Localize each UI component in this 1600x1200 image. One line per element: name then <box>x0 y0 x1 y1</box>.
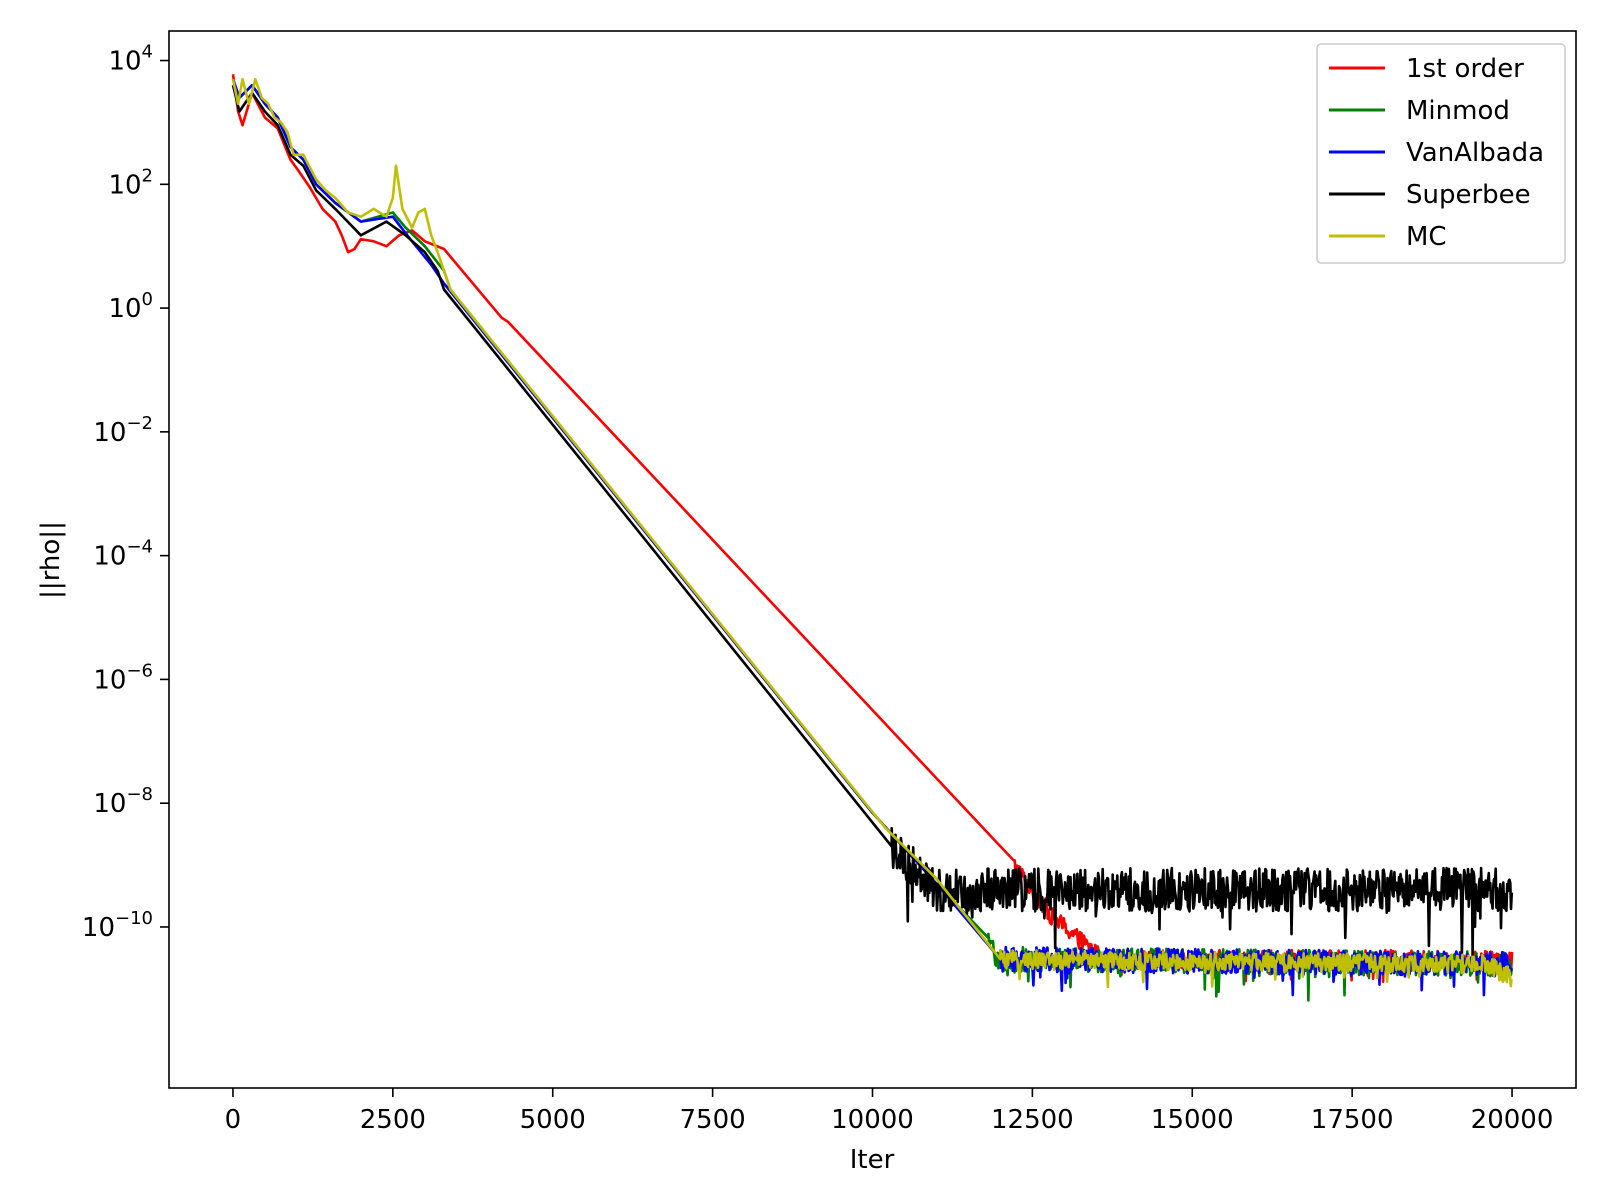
x-tick-label: 10000 <box>831 1105 914 1135</box>
series-line-superbee <box>231 84 1514 956</box>
y-tick-exponent: −2 <box>126 413 153 434</box>
y-tick-exponent: −4 <box>126 537 153 558</box>
x-tick-label: 2500 <box>360 1105 426 1135</box>
legend: 1st order Minmod VanAlbada Superbee MC <box>1316 43 1566 264</box>
x-axis-label: Iter <box>850 1145 895 1175</box>
x-axis-ticks: 0 2500 5000 7500 10000 12500 15000 17500 20000 <box>225 1088 1554 1135</box>
y-tick-label: 10−6 <box>93 660 153 695</box>
y-axis-label: ||rho|| <box>36 521 66 599</box>
y-tick-base: 10 <box>82 913 115 943</box>
y-tick-label: 104 <box>108 42 153 77</box>
y-tick-exponent: −6 <box>126 660 153 681</box>
y-tick-base: 10 <box>93 542 126 572</box>
x-tick-label: 7500 <box>680 1105 746 1135</box>
x-tick-label: 12500 <box>991 1105 1074 1135</box>
x-tick-label: 20000 <box>1471 1105 1554 1135</box>
legend-box <box>1316 43 1566 264</box>
x-tick-label: 0 <box>225 1105 242 1135</box>
legend-label: Superbee <box>1406 180 1531 210</box>
y-tick-base: 10 <box>108 170 141 200</box>
y-tick-exponent: 0 <box>142 289 153 310</box>
x-tick-label: 17500 <box>1311 1105 1394 1135</box>
y-tick-base: 10 <box>108 47 141 77</box>
legend-label: MC <box>1406 222 1447 252</box>
legend-label: 1st order <box>1406 54 1524 84</box>
series-line-mc <box>231 77 1513 989</box>
y-tick-label: 102 <box>108 165 153 200</box>
y-tick-label: 10−4 <box>93 537 153 572</box>
y-tick-label: 100 <box>108 289 153 324</box>
y-tick-label: 10−8 <box>93 784 153 819</box>
y-tick-base: 10 <box>108 294 141 324</box>
series-layer <box>231 74 1514 1002</box>
y-tick-exponent: −10 <box>115 908 153 929</box>
y-tick-label: 10−2 <box>93 413 153 448</box>
y-tick-base: 10 <box>93 789 126 819</box>
y-tick-base: 10 <box>93 418 126 448</box>
y-tick-exponent: −8 <box>126 784 153 805</box>
legend-label: Minmod <box>1406 96 1510 126</box>
legend-label: VanAlbada <box>1406 138 1544 168</box>
y-tick-base: 10 <box>93 665 126 695</box>
x-tick-label: 15000 <box>1151 1105 1234 1135</box>
y-tick-exponent: 2 <box>142 165 153 186</box>
y-tick-exponent: 4 <box>142 42 153 63</box>
x-tick-label: 5000 <box>520 1105 586 1135</box>
y-tick-label: 10−10 <box>82 908 153 943</box>
